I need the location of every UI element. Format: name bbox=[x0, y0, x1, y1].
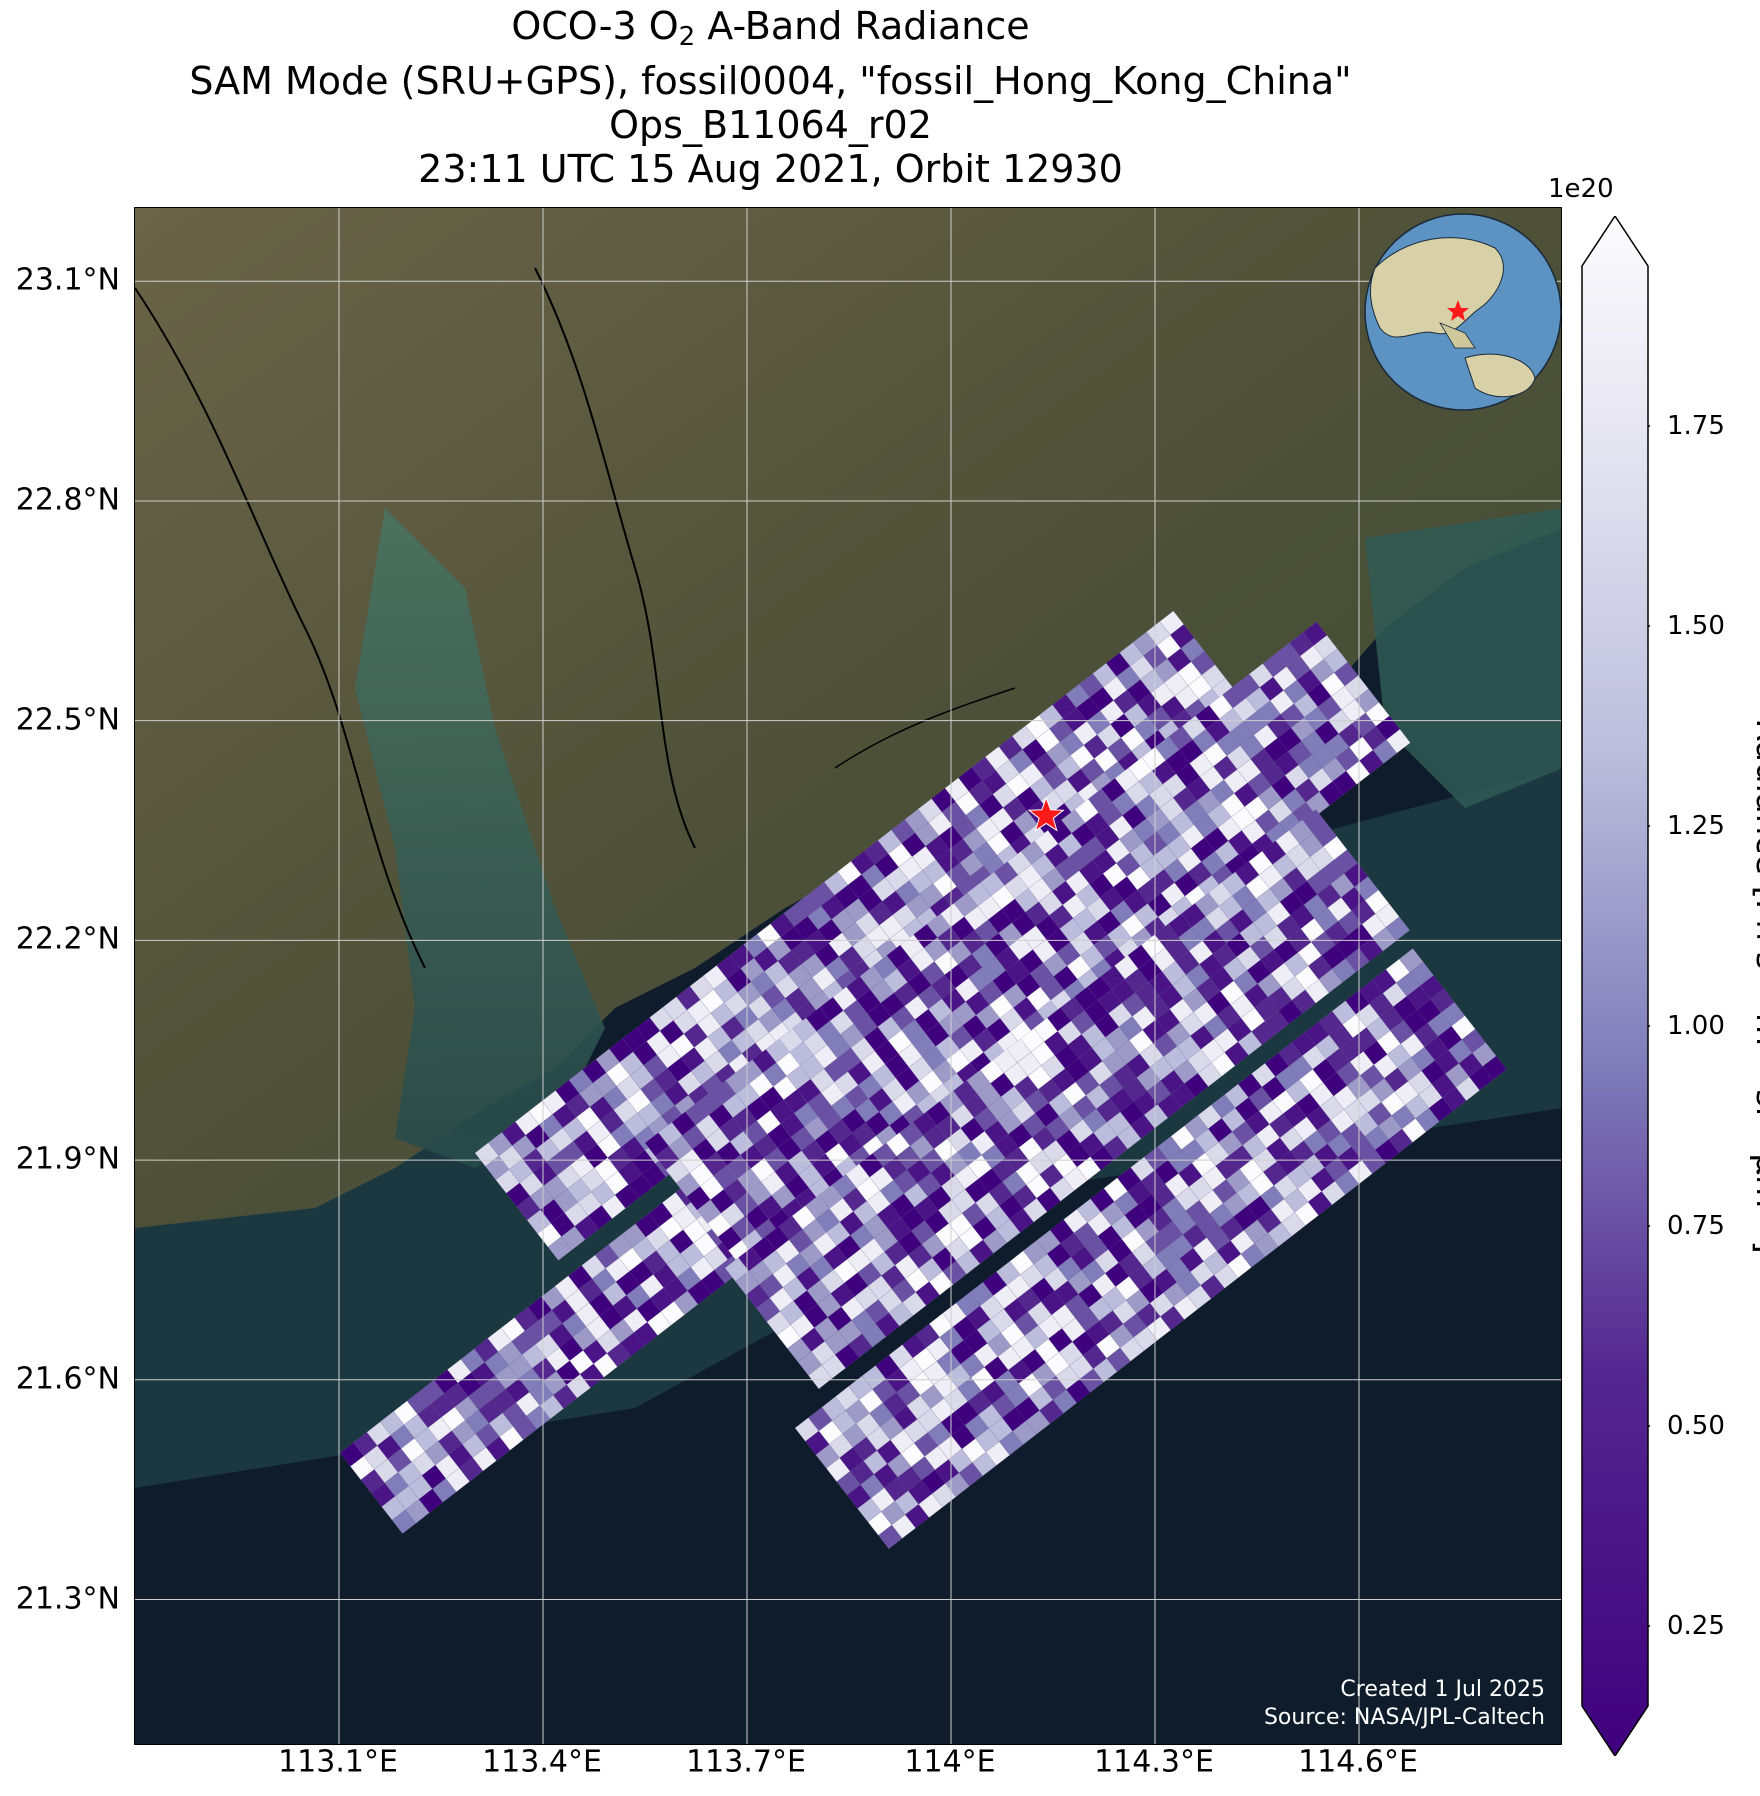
colorbar-tick-label: 1.75 bbox=[1667, 411, 1725, 441]
lat-tick-label: 22.2°N bbox=[15, 921, 120, 957]
colorbar-tick-marks bbox=[1648, 425, 1650, 1627]
gridlines bbox=[135, 208, 1561, 1744]
lon-tick-label: 114.6°E bbox=[1298, 1744, 1418, 1780]
target-star-marker bbox=[1027, 796, 1065, 832]
credits: Created 1 Jul 2025 Source: NASA/JPL-Calt… bbox=[1264, 1676, 1545, 1732]
lat-tick-label: 22.5°N bbox=[15, 702, 120, 738]
globe-australia bbox=[1464, 353, 1536, 398]
radiance-footprint bbox=[1386, 728, 1411, 754]
credit-created: Created 1 Jul 2025 bbox=[1340, 1677, 1545, 1702]
lat-tick-label: 21.9°N bbox=[15, 1141, 120, 1177]
title-line-2: SAM Mode (SRU+GPS), fossil0004, "fossil_… bbox=[189, 59, 1352, 103]
credit-source: Source: NASA/JPL-Caltech bbox=[1263, 1705, 1545, 1730]
colorbar-tick-label: 1.25 bbox=[1667, 811, 1725, 841]
title-line-3: Ops_B11064_r02 bbox=[609, 103, 932, 147]
lat-tick-label: 23.1°N bbox=[15, 262, 120, 298]
lat-tick-label: 21.3°N bbox=[15, 1581, 120, 1617]
colorbar-label: Radiance [Ph s−1 m−2 sr−1μm−1] bbox=[1747, 718, 1760, 1254]
chart-title: OCO-3 O2 A-Band Radiance SAM Mode (SRU+G… bbox=[0, 4, 1541, 191]
globe-target-star bbox=[1447, 300, 1469, 321]
colorbar-tick-label: 1.00 bbox=[1667, 1011, 1725, 1041]
inset-globe bbox=[1364, 213, 1561, 411]
colorbar-exponent: 1e20 bbox=[1548, 174, 1614, 204]
globe-islands bbox=[1439, 322, 1476, 349]
lon-tick-label: 114.3°E bbox=[1094, 1744, 1214, 1780]
lon-tick-label: 113.7°E bbox=[686, 1744, 806, 1780]
lat-tick-label: 21.6°N bbox=[15, 1361, 120, 1397]
globe-asia bbox=[1370, 237, 1504, 338]
title-line-4: 23:11 UTC 15 Aug 2021, Orbit 12930 bbox=[418, 147, 1123, 191]
colorbar bbox=[1581, 216, 1650, 1756]
river-east bbox=[534, 267, 696, 849]
title-line-1: OCO-3 O2 A-Band Radiance bbox=[511, 4, 1030, 52]
colorbar-tick-label: 1.50 bbox=[1667, 611, 1725, 641]
lon-tick-label: 113.1°E bbox=[278, 1744, 398, 1780]
radiance-footprint bbox=[1482, 1055, 1507, 1081]
radiance-swath bbox=[339, 610, 1507, 1550]
colorbar-tick-label: 0.50 bbox=[1667, 1411, 1725, 1441]
colorbar-tick-label: 0.75 bbox=[1667, 1211, 1725, 1241]
map-panel: Created 1 Jul 2025 Source: NASA/JPL-Calt… bbox=[134, 207, 1562, 1745]
lon-tick-label: 114°E bbox=[904, 1744, 996, 1780]
radiance-footprint bbox=[1385, 916, 1411, 942]
eastern-bay bbox=[1365, 508, 1561, 808]
colorbar-tick-label: 0.25 bbox=[1667, 1611, 1725, 1641]
map-canvas bbox=[135, 208, 1561, 1744]
colorbar-gradient bbox=[1581, 216, 1649, 1756]
river-west bbox=[135, 287, 426, 969]
lon-tick-label: 113.4°E bbox=[482, 1744, 602, 1780]
lat-tick-label: 22.8°N bbox=[15, 482, 120, 518]
